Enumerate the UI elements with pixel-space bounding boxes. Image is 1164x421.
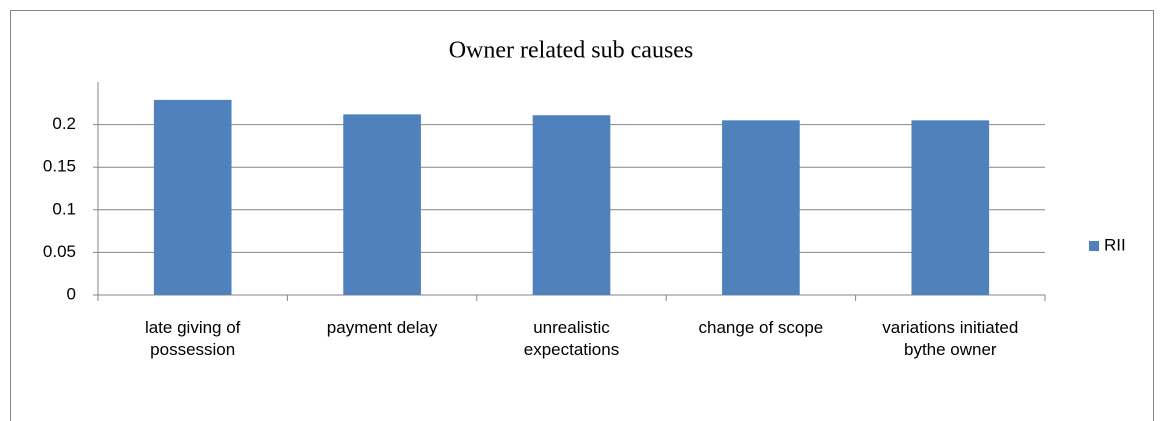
x-tick-label: change of scope bbox=[698, 318, 824, 337]
x-tick-label: payment delay bbox=[326, 318, 438, 337]
bar bbox=[532, 115, 611, 295]
legend-swatch bbox=[1089, 241, 1099, 251]
y-tick-label: 0.15 bbox=[43, 157, 76, 176]
legend-label: RII bbox=[1104, 235, 1126, 254]
bar bbox=[722, 120, 800, 295]
bar bbox=[153, 99, 232, 295]
y-tick-label: 0.05 bbox=[43, 242, 76, 261]
chart-title: Owner related sub causes bbox=[449, 38, 694, 64]
y-tick-label: 0.2 bbox=[52, 114, 76, 133]
bar bbox=[911, 120, 990, 295]
x-tick-label: late giving of possession bbox=[144, 318, 241, 359]
bar bbox=[343, 114, 421, 295]
x-tick-label: variations initiated bythe owner bbox=[882, 318, 1019, 359]
y-tick-label: 0.1 bbox=[52, 199, 76, 218]
y-tick-label: 0 bbox=[67, 284, 76, 303]
x-tick-label: unrealistic expectations bbox=[523, 318, 620, 359]
chart-border bbox=[10, 10, 1154, 421]
